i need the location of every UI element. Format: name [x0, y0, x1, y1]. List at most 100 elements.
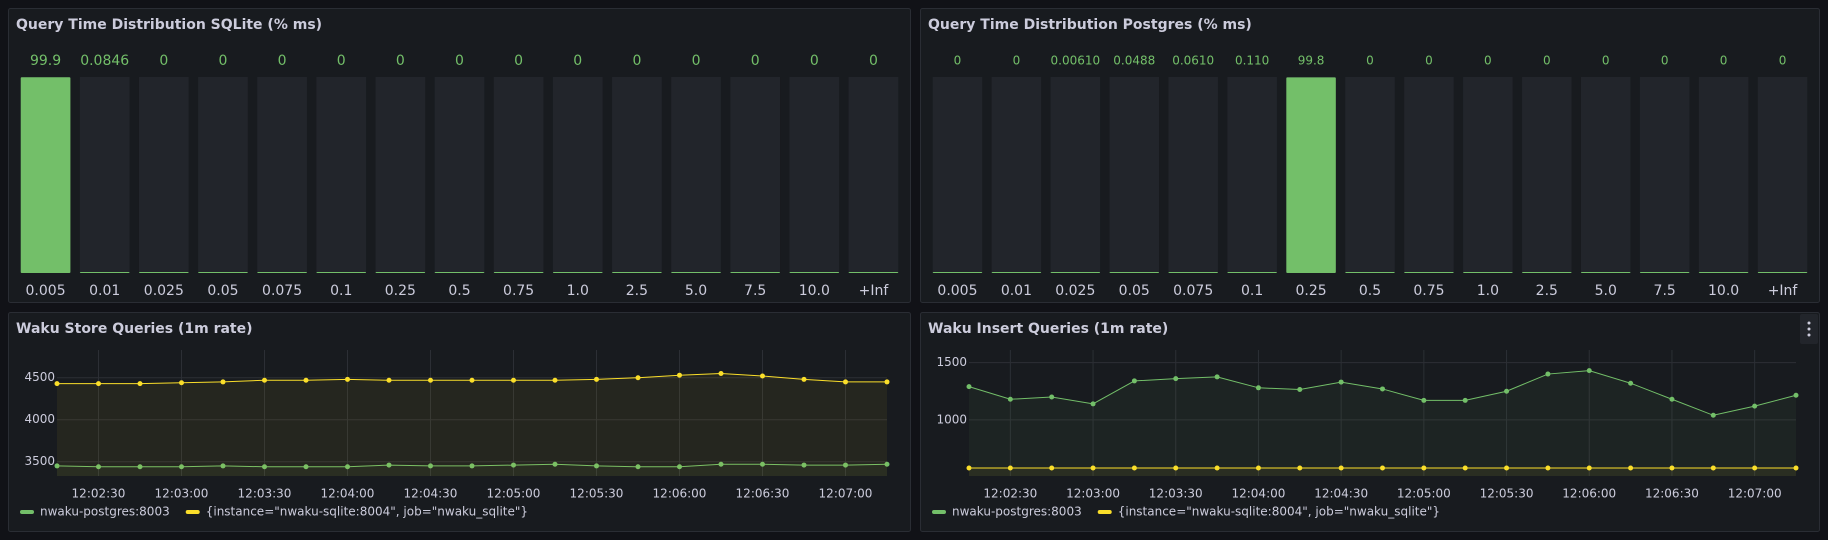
- bar: [612, 272, 662, 273]
- bar: [1109, 272, 1160, 273]
- data-point: [1710, 412, 1716, 418]
- value-label: 0: [1366, 54, 1374, 68]
- bar: [493, 272, 544, 273]
- data-point: [1090, 401, 1096, 407]
- category-label: +Inf: [1768, 283, 1799, 299]
- data-point: [469, 377, 475, 383]
- bar-track: [1404, 77, 1454, 273]
- data-point: [1338, 465, 1344, 471]
- data-point: [262, 377, 267, 383]
- bar: [138, 272, 189, 273]
- series-area: [57, 373, 887, 476]
- x-tick-label: 12:04:30: [1314, 487, 1368, 501]
- data-point: [1504, 465, 1510, 471]
- value-label: 0: [1013, 54, 1021, 68]
- bar: [1050, 272, 1101, 273]
- value-label: 0.0610: [1172, 54, 1214, 68]
- panel: [920, 312, 1820, 532]
- panel-title: Query Time Distribution Postgres (% ms): [928, 17, 1252, 33]
- x-tick-label: 12:04:00: [1231, 487, 1285, 501]
- bar-track: [671, 77, 721, 273]
- legend-label: nwaku-postgres:8003: [40, 505, 170, 519]
- category-label: 7.5: [744, 283, 766, 299]
- data-point: [428, 463, 433, 469]
- data-point: [677, 464, 682, 470]
- bar: [1639, 272, 1690, 273]
- data-point: [1214, 465, 1220, 471]
- data-point: [386, 377, 392, 383]
- data-point: [179, 380, 184, 386]
- data-point: [1297, 387, 1303, 393]
- x-tick-label: 12:07:00: [1728, 487, 1782, 501]
- value-label: 99.8: [1298, 54, 1325, 68]
- legend-swatch: [185, 510, 200, 514]
- data-point: [1586, 465, 1592, 471]
- bar-track: [552, 77, 603, 273]
- bar-track: [932, 77, 983, 273]
- category-label: +Inf: [859, 283, 890, 299]
- data-point: [760, 373, 765, 379]
- bar-track: [375, 77, 426, 273]
- data-point: [96, 464, 101, 470]
- category-label: 10.0: [799, 283, 830, 299]
- legend-swatch: [20, 510, 34, 514]
- bar-track: [1345, 77, 1395, 273]
- data-point: [594, 463, 599, 469]
- data-point: [884, 461, 890, 467]
- category-label: 0.005: [26, 283, 66, 299]
- bar: [316, 272, 367, 273]
- data-point: [635, 375, 641, 381]
- category-label: 7.5: [1654, 283, 1676, 299]
- bar-track: [1639, 77, 1690, 273]
- value-label: 0: [692, 53, 701, 69]
- data-point: [1628, 465, 1634, 471]
- value-label: 0: [1484, 54, 1492, 68]
- category-label: 5.0: [1595, 283, 1617, 299]
- data-point: [1131, 378, 1137, 384]
- data-point: [262, 464, 267, 470]
- legend-label: {instance="nwaku-sqlite:8004", job="nwak…: [206, 505, 528, 519]
- data-point: [1545, 465, 1551, 471]
- bar-track: [1227, 77, 1277, 273]
- data-point: [54, 463, 60, 469]
- bar-track: [198, 77, 248, 273]
- x-tick-label: 12:02:30: [983, 487, 1037, 501]
- bar-track: [1580, 77, 1631, 273]
- value-label: 0: [954, 54, 962, 68]
- bar-track: [789, 77, 840, 273]
- category-label: 1.0: [1477, 283, 1499, 299]
- value-label: 0: [219, 53, 228, 69]
- data-point: [1586, 368, 1592, 374]
- category-label: 0.01: [89, 283, 120, 299]
- data-point: [1545, 371, 1551, 377]
- value-label: 0: [1543, 54, 1551, 68]
- data-point: [594, 376, 599, 382]
- bar-track: [1109, 77, 1160, 273]
- data-point: [511, 377, 516, 383]
- bar-track: [848, 77, 899, 273]
- data-point: [1173, 376, 1179, 382]
- data-point: [345, 376, 350, 382]
- bar-track: [79, 77, 130, 273]
- bar: [1286, 77, 1336, 273]
- data-point: [1338, 379, 1344, 385]
- category-label: 0.075: [1173, 283, 1213, 299]
- x-tick-label: 12:03:00: [1066, 487, 1120, 501]
- x-tick-label: 12:02:30: [72, 487, 126, 501]
- x-tick-label: 12:05:00: [487, 487, 541, 501]
- legend-label: {instance="nwaku-sqlite:8004", job="nwak…: [1118, 505, 1440, 519]
- bar: [991, 272, 1042, 273]
- category-label: 0.5: [448, 283, 470, 299]
- data-point: [1793, 392, 1799, 398]
- data-point: [469, 463, 475, 469]
- series-area: [969, 370, 1796, 476]
- bar: [198, 272, 248, 273]
- bar-track: [991, 77, 1042, 273]
- bar-track: [1463, 77, 1513, 273]
- data-point: [1504, 388, 1510, 394]
- bar: [552, 272, 603, 273]
- bar: [789, 272, 840, 273]
- bar-track: [730, 77, 781, 273]
- data-point: [843, 379, 848, 385]
